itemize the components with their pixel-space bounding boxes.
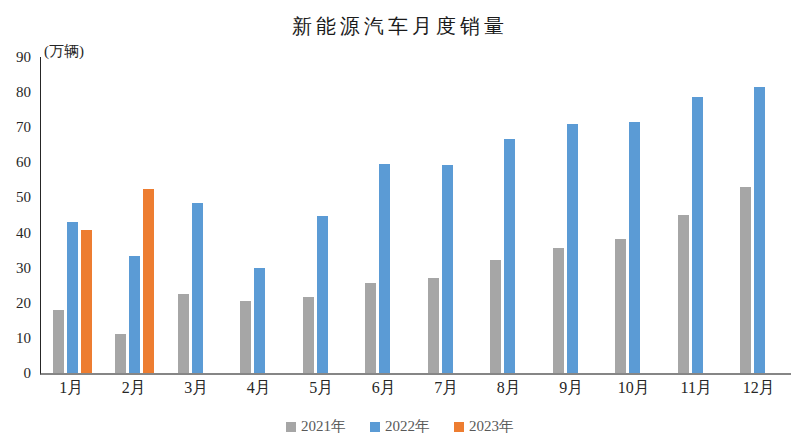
plot-area — [40, 57, 791, 375]
bar-series1-month7 — [428, 278, 439, 373]
legend-swatch-icon — [454, 422, 464, 432]
legend-item-series3: 2023年 — [454, 417, 514, 436]
legend-item-series1: 2021年 — [286, 417, 346, 436]
y-tick-label: 10 — [0, 329, 31, 347]
bar-series2-month12 — [754, 87, 765, 373]
bar-series1-month1 — [53, 310, 64, 373]
y-tick-label: 80 — [0, 83, 31, 101]
y-tick-label: 0 — [0, 364, 31, 382]
x-axis-label-month5: 5月 — [290, 378, 353, 399]
bar-series2-month4 — [254, 268, 265, 373]
bar-series2-month11 — [692, 97, 703, 373]
bar-series1-month10 — [615, 239, 626, 373]
y-tick-label: 50 — [0, 188, 31, 206]
x-axis-label-month9: 9月 — [540, 378, 603, 399]
y-tick-label: 30 — [0, 259, 31, 277]
bar-series2-month7 — [442, 165, 453, 373]
y-tick-label: 90 — [0, 48, 31, 66]
x-axis-label-month10: 10月 — [603, 378, 666, 399]
bar-series1-month3 — [178, 294, 189, 373]
bar-series1-month4 — [240, 301, 251, 373]
bar-series1-month11 — [678, 215, 689, 373]
legend-label: 2022年 — [385, 417, 430, 436]
bar-series2-month2 — [129, 256, 140, 373]
y-tick-label: 40 — [0, 224, 31, 242]
x-axis-label-month8: 8月 — [478, 378, 541, 399]
legend: 2021年 2022年 2023年 — [0, 417, 800, 436]
bar-series2-month6 — [379, 164, 390, 373]
legend-item-series2: 2022年 — [370, 417, 430, 436]
y-tick-label: 20 — [0, 294, 31, 312]
y-tick-label: 70 — [0, 118, 31, 136]
bar-series2-month9 — [567, 124, 578, 373]
bar-series2-month8 — [504, 139, 515, 373]
x-axis-label-month4: 4月 — [228, 378, 291, 399]
x-axis-label-month1: 1月 — [40, 378, 103, 399]
legend-swatch-icon — [286, 422, 296, 432]
bar-series1-month9 — [553, 248, 564, 373]
bar-series2-month3 — [192, 203, 203, 373]
x-axis-label-month7: 7月 — [415, 378, 478, 399]
x-axis-label-month2: 2月 — [103, 378, 166, 399]
bar-series1-month8 — [490, 260, 501, 373]
bar-series1-month12 — [740, 187, 751, 373]
x-axis-label-month6: 6月 — [353, 378, 416, 399]
bar-series2-month10 — [629, 122, 640, 373]
legend-label: 2023年 — [469, 417, 514, 436]
x-axis-label-month3: 3月 — [165, 378, 228, 399]
bar-series1-month2 — [115, 334, 126, 373]
bar-series3-month1 — [81, 230, 92, 373]
x-axis-label-month11: 11月 — [665, 378, 728, 399]
bar-series2-month1 — [67, 222, 78, 373]
y-tick-label: 60 — [0, 153, 31, 171]
bar-series1-month6 — [365, 283, 376, 373]
x-axis-label-month12: 12月 — [728, 378, 791, 399]
bar-series2-month5 — [317, 216, 328, 373]
bar-series3-month2 — [143, 189, 154, 373]
chart: 新能源汽车月度销量 (万辆) 2021年2022年2023年 010203040… — [0, 0, 800, 447]
chart-title: 新能源汽车月度销量 — [0, 13, 800, 40]
legend-swatch-icon — [370, 422, 380, 432]
bar-series1-month5 — [303, 297, 314, 373]
legend-label: 2021年 — [301, 417, 346, 436]
